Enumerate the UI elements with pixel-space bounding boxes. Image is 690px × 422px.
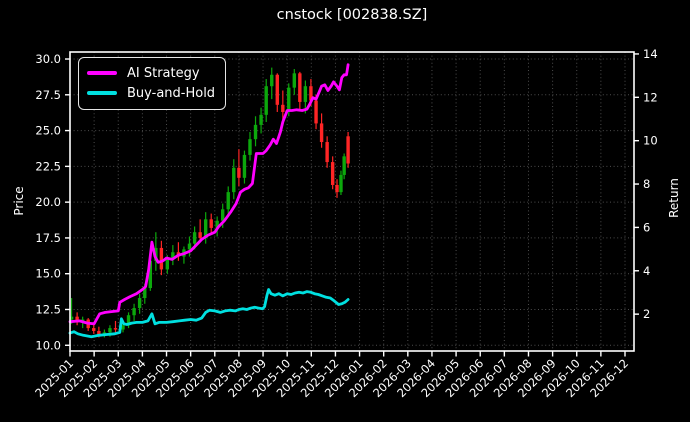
candle-body (192, 232, 197, 244)
y-axis-right: 2 4 6 8 10 12 14 (634, 47, 658, 321)
candle-body (75, 316, 79, 323)
candle-body (330, 162, 335, 185)
candle-body (220, 209, 225, 221)
price-tick-label: 17.5 (35, 231, 61, 245)
candle-body (97, 330, 101, 336)
price-tick-label: 12.5 (35, 302, 61, 316)
candle-body (209, 219, 213, 228)
legend-label-buy-and-hold: Buy-and-Hold (127, 85, 216, 101)
candle-body (171, 252, 175, 260)
candle-body (270, 74, 274, 87)
return-tick-label: 10 (643, 134, 658, 148)
candle-body (292, 73, 296, 88)
legend-label-ai-strategy: AI Strategy (127, 65, 200, 81)
candle-body (203, 219, 208, 238)
candle-body (198, 232, 202, 238)
candle-body (303, 86, 308, 102)
candle-body (226, 192, 230, 210)
right-axis-label: Return (667, 178, 681, 218)
candle-body (69, 316, 74, 320)
return-tick-label: 6 (643, 220, 650, 234)
candle-body (319, 123, 324, 143)
price-tick-label: 22.5 (35, 159, 61, 173)
candle-body (159, 247, 164, 270)
price-tick-label: 20.0 (35, 195, 61, 209)
ai-strategy-line-swatch (87, 71, 117, 75)
y-axis-left: 10.0 12.5 15.0 17.5 20.0 22.5 25.0 27.5 30.0 (35, 52, 70, 352)
candle-body (346, 136, 350, 164)
legend-item-ai-strategy: AI Strategy (87, 63, 217, 83)
return-tick-label: 12 (643, 90, 658, 104)
candle-body (275, 74, 279, 105)
series-ai-strategy (68, 63, 350, 326)
price-tick-label: 10.0 (35, 338, 61, 352)
legend-item-buy-and-hold: Buy-and-Hold (87, 83, 217, 103)
candle-body (298, 73, 302, 102)
buy-and-hold-line-swatch (87, 91, 117, 95)
candle-body (148, 260, 153, 289)
price-tick-label: 30.0 (35, 52, 61, 66)
candle-body (137, 298, 142, 309)
chart-title: cnstock [002838.SZ] (276, 7, 428, 23)
candle-body (187, 243, 192, 250)
candle-body (126, 315, 131, 326)
left-axis-label: Price (12, 186, 26, 216)
candle-body (165, 259, 170, 270)
candle-body (248, 139, 252, 155)
candle-body (281, 104, 285, 112)
candle-body (325, 142, 329, 163)
candle-body (108, 328, 112, 333)
candle-body (309, 86, 313, 101)
candle-body (314, 100, 318, 124)
candle-body (253, 124, 258, 140)
gridlines (69, 52, 634, 351)
candle-body (232, 167, 236, 193)
price-tick-label: 25.0 (35, 124, 61, 138)
candle-body (287, 87, 291, 112)
candle-body (215, 220, 219, 228)
candle-body (113, 328, 118, 330)
return-tick-label: 8 (643, 177, 650, 191)
candle-body (143, 288, 147, 299)
candle-body (237, 167, 241, 178)
x-axis: 2025-012025-022025-032025-042025-052025-… (32, 351, 631, 400)
price-tick-label: 15.0 (35, 267, 61, 281)
candle-body (259, 114, 263, 125)
candle-body (92, 328, 96, 331)
candle-body (342, 156, 346, 175)
candle-body (132, 308, 136, 316)
candle-body (264, 86, 268, 115)
return-tick-label: 4 (643, 264, 650, 278)
candle-body (339, 174, 343, 193)
candle-body (335, 184, 339, 193)
return-tick-label: 14 (643, 47, 658, 61)
candle-body (242, 154, 247, 178)
series-buy-and-hold (68, 288, 350, 339)
price-tick-label: 27.5 (35, 88, 61, 102)
return-tick-label: 2 (643, 307, 650, 321)
legend: AI Strategy Buy-and-Hold (78, 57, 226, 110)
candle-body (121, 325, 125, 330)
